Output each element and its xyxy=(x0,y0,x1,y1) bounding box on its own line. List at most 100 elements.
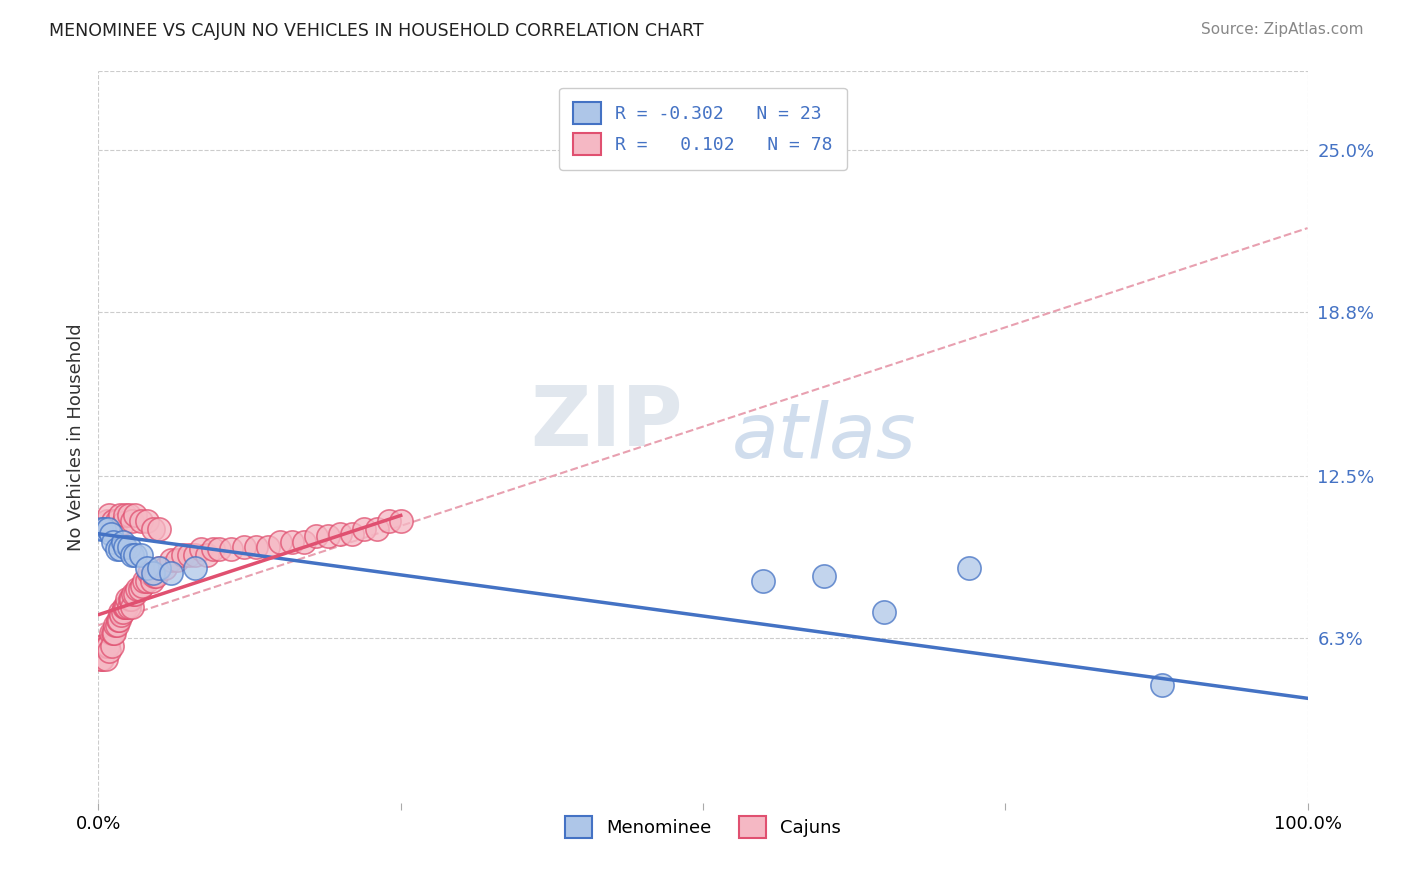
Point xyxy=(97,521,120,535)
Point xyxy=(108,508,131,523)
Point xyxy=(122,587,145,601)
Point xyxy=(101,514,124,528)
Text: Source: ZipAtlas.com: Source: ZipAtlas.com xyxy=(1201,22,1364,37)
Point xyxy=(104,618,127,632)
Point xyxy=(98,508,121,523)
Point xyxy=(105,618,128,632)
Point xyxy=(135,574,157,588)
Point xyxy=(101,534,124,549)
Point xyxy=(107,613,129,627)
Point xyxy=(127,582,149,596)
Point xyxy=(90,521,112,535)
Point xyxy=(111,534,134,549)
Point xyxy=(121,514,143,528)
Point xyxy=(129,548,152,562)
Point xyxy=(172,548,194,562)
Point xyxy=(342,526,364,541)
Point xyxy=(124,548,146,562)
Text: atlas: atlas xyxy=(731,401,917,474)
Point xyxy=(96,639,118,653)
Point xyxy=(316,529,339,543)
Point xyxy=(148,521,170,535)
Text: ZIP: ZIP xyxy=(530,382,682,463)
Point xyxy=(153,560,176,574)
Point xyxy=(124,587,146,601)
Point xyxy=(281,534,304,549)
Point xyxy=(114,540,136,554)
Point xyxy=(221,542,243,557)
Point xyxy=(112,599,135,614)
Point xyxy=(366,521,388,535)
Point xyxy=(957,560,980,574)
Point xyxy=(93,639,115,653)
Point xyxy=(91,652,114,666)
Point xyxy=(195,548,218,562)
Point xyxy=(232,540,254,554)
Point xyxy=(121,548,143,562)
Text: MENOMINEE VS CAJUN NO VEHICLES IN HOUSEHOLD CORRELATION CHART: MENOMINEE VS CAJUN NO VEHICLES IN HOUSEH… xyxy=(49,22,704,40)
Point xyxy=(184,560,207,574)
Point xyxy=(134,574,156,588)
Point xyxy=(118,540,141,554)
Point xyxy=(131,579,153,593)
Point xyxy=(202,542,225,557)
Y-axis label: No Vehicles in Household: No Vehicles in Household xyxy=(66,323,84,551)
Point xyxy=(111,605,134,619)
Point xyxy=(94,652,117,666)
Point xyxy=(100,639,122,653)
Point xyxy=(93,521,115,535)
Point xyxy=(305,529,328,543)
Point xyxy=(118,508,141,523)
Point xyxy=(98,644,121,658)
Point xyxy=(101,626,124,640)
Point xyxy=(389,514,412,528)
Point xyxy=(179,548,201,562)
Point xyxy=(160,553,183,567)
Point xyxy=(111,516,134,531)
Point xyxy=(377,514,399,528)
Point xyxy=(105,542,128,557)
Point xyxy=(329,526,352,541)
Point xyxy=(813,568,835,582)
Point xyxy=(108,605,131,619)
Point xyxy=(184,548,207,562)
Point xyxy=(1152,678,1174,692)
Point xyxy=(100,626,122,640)
Point xyxy=(141,574,163,588)
Point xyxy=(108,542,131,557)
Point xyxy=(118,592,141,607)
Point xyxy=(135,514,157,528)
Point xyxy=(100,526,122,541)
Point xyxy=(148,560,170,574)
Point xyxy=(117,592,139,607)
Legend: Menominee, Cajuns: Menominee, Cajuns xyxy=(558,808,848,845)
Point xyxy=(124,508,146,523)
Point xyxy=(121,599,143,614)
Point xyxy=(103,626,125,640)
Point xyxy=(256,540,278,554)
Point xyxy=(120,592,142,607)
Point xyxy=(190,542,212,557)
Point xyxy=(91,639,114,653)
Point xyxy=(353,521,375,535)
Point xyxy=(142,566,165,580)
Point xyxy=(148,560,170,574)
Point xyxy=(129,514,152,528)
Point xyxy=(110,607,132,622)
Point xyxy=(108,613,131,627)
Point xyxy=(118,599,141,614)
Point xyxy=(160,566,183,580)
Point xyxy=(143,568,166,582)
Point xyxy=(142,521,165,535)
Point xyxy=(208,542,231,557)
Point xyxy=(114,599,136,614)
Point xyxy=(135,560,157,574)
Point xyxy=(138,566,160,580)
Point xyxy=(752,574,775,588)
Point xyxy=(269,534,291,549)
Point xyxy=(166,553,188,567)
Point xyxy=(96,514,118,528)
Point xyxy=(115,599,138,614)
Point xyxy=(90,652,112,666)
Point xyxy=(292,534,315,549)
